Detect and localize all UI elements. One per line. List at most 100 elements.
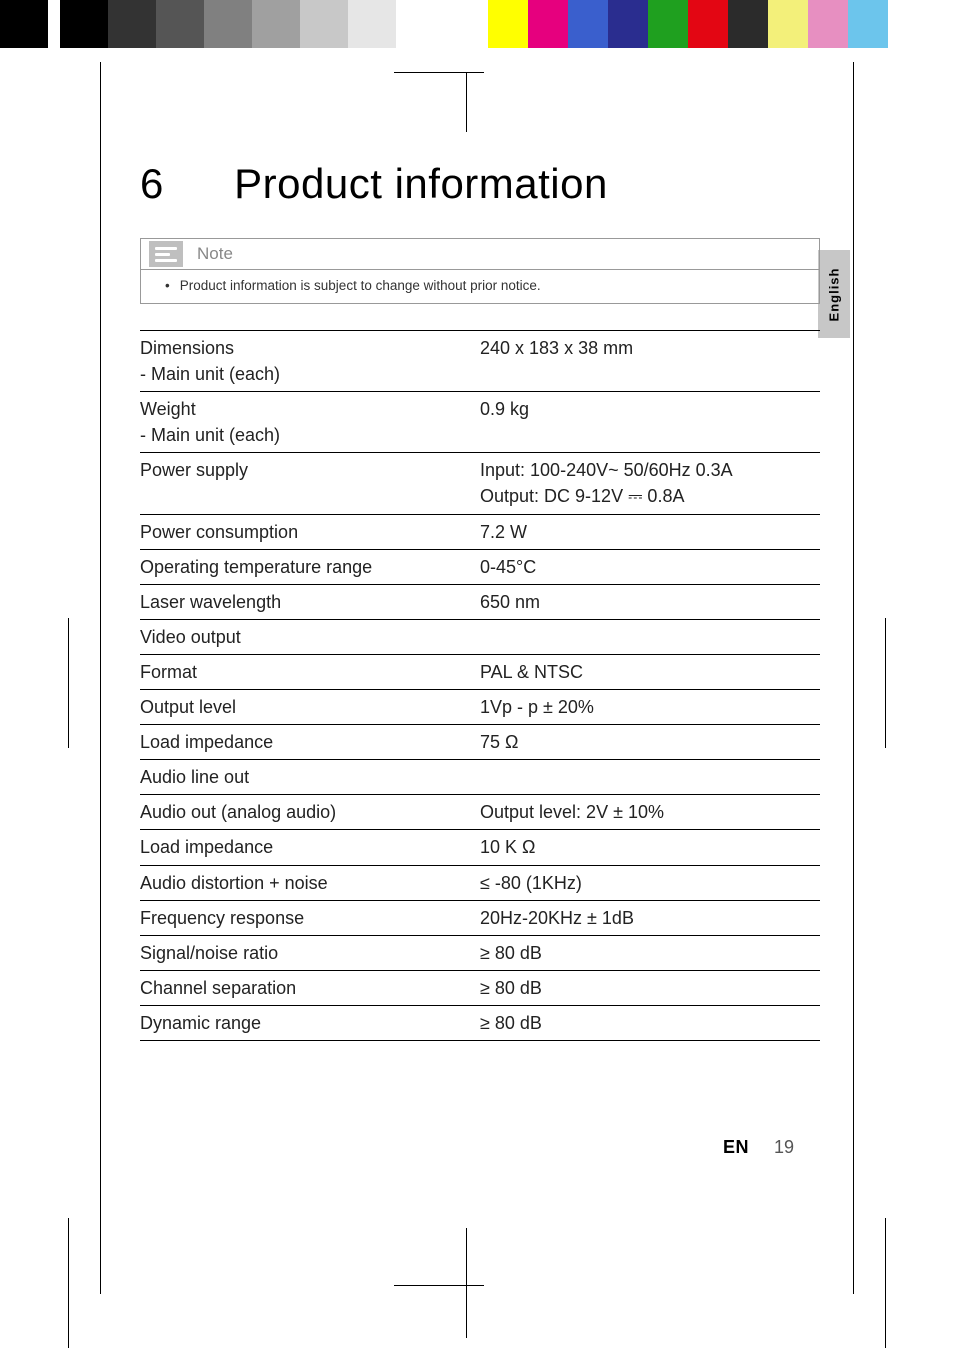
spec-value: Input: 100-240V~ 50/60Hz 0.3AOutput: DC … xyxy=(480,457,820,509)
spec-value: PAL & NTSC xyxy=(480,659,820,685)
spec-value: ≥ 80 dB xyxy=(480,975,820,1001)
crop-mark xyxy=(68,1218,69,1348)
registration-mark xyxy=(394,1285,484,1286)
printer-color-bars xyxy=(0,0,954,48)
table-row: Weight- Main unit (each)0.9 kg xyxy=(140,391,820,452)
note-icon xyxy=(149,241,183,267)
color-swatch xyxy=(0,0,48,48)
color-swatch xyxy=(568,0,608,48)
spec-value: 75 Ω xyxy=(480,729,820,755)
color-swatch xyxy=(848,0,888,48)
table-row: Frequency response20Hz-20KHz ± 1dB xyxy=(140,900,820,935)
spec-value: Output level: 2V ± 10% xyxy=(480,799,820,825)
spec-value: ≥ 80 dB xyxy=(480,940,820,966)
chapter-title: Product information xyxy=(234,160,608,207)
color-swatch xyxy=(728,0,768,48)
spec-label: Dynamic range xyxy=(140,1010,480,1036)
spec-value: 7.2 W xyxy=(480,519,820,545)
color-swatch xyxy=(488,0,528,48)
spec-label: Audio distortion + noise xyxy=(140,870,480,896)
color-swatch xyxy=(60,0,108,48)
table-row: Laser wavelength650 nm xyxy=(140,584,820,619)
note-label: Note xyxy=(197,244,233,264)
color-swatch xyxy=(648,0,688,48)
specifications-table: Dimensions- Main unit (each)240 x 183 x … xyxy=(140,330,820,1041)
table-row: Audio out (analog audio) Output level: 2… xyxy=(140,794,820,829)
table-row: Audio distortion + noise≤ -80 (1KHz) xyxy=(140,865,820,900)
color-swatch xyxy=(48,0,60,48)
color-swatch xyxy=(108,0,156,48)
table-row: Signal/noise ratio≥ 80 dB xyxy=(140,935,820,970)
spec-value: 650 nm xyxy=(480,589,820,615)
language-tab: English xyxy=(818,250,850,338)
spec-value: 240 x 183 x 38 mm xyxy=(480,335,820,361)
page-title: 6 Product information xyxy=(140,160,820,208)
spec-label: Audio out (analog audio) xyxy=(140,799,480,825)
registration-mark xyxy=(466,1228,467,1338)
color-swatch xyxy=(156,0,204,48)
color-swatch xyxy=(204,0,252,48)
table-row: FormatPAL & NTSC xyxy=(140,654,820,689)
note-header: Note xyxy=(141,239,819,269)
footer-page-number: 19 xyxy=(774,1137,794,1157)
color-swatch xyxy=(528,0,568,48)
spec-value: 10 K Ω xyxy=(480,834,820,860)
page-footer: EN 19 xyxy=(723,1137,794,1158)
spec-label: Video output xyxy=(140,624,480,650)
table-row: Dimensions- Main unit (each)240 x 183 x … xyxy=(140,330,820,391)
crop-mark xyxy=(885,618,886,748)
table-row: Power consumption7.2 W xyxy=(140,514,820,549)
note-box: Note Product information is subject to c… xyxy=(140,238,820,304)
spec-sublabel: - Main unit (each) xyxy=(140,361,472,387)
spec-label: Output level xyxy=(140,694,480,720)
spec-label: Signal/noise ratio xyxy=(140,940,480,966)
table-row: Dynamic range≥ 80 dB xyxy=(140,1005,820,1041)
color-swatch xyxy=(444,0,488,48)
table-row: Power supplyInput: 100-240V~ 50/60Hz 0.3… xyxy=(140,452,820,513)
spec-label: Power supply xyxy=(140,457,480,483)
spec-label: Laser wavelength xyxy=(140,589,480,615)
table-row: Channel separation≥ 80 dB xyxy=(140,970,820,1005)
spec-value: 20Hz-20KHz ± 1dB xyxy=(480,905,820,931)
spec-label: Power consumption xyxy=(140,519,480,545)
spec-value: 0.9 kg xyxy=(480,396,820,422)
color-swatch xyxy=(396,0,444,48)
spec-value: 0-45°C xyxy=(480,554,820,580)
table-row: Video output xyxy=(140,619,820,654)
spec-value-line2: Output: DC 9-12V ⎓ 0.8A xyxy=(480,483,820,509)
page-frame-left xyxy=(100,62,101,1294)
footer-language: EN xyxy=(723,1137,749,1157)
chapter-number: 6 xyxy=(140,160,222,208)
color-swatch xyxy=(300,0,348,48)
spec-label: Operating temperature range xyxy=(140,554,480,580)
spec-label: Audio line out xyxy=(140,764,480,790)
page-frame-right xyxy=(853,62,854,1294)
color-swatch xyxy=(888,0,914,48)
table-row: Output level1Vp - p ± 20% xyxy=(140,689,820,724)
table-row: Audio line out xyxy=(140,759,820,794)
spec-label: Load impedance xyxy=(140,729,480,755)
table-row: Operating temperature range0-45°C xyxy=(140,549,820,584)
language-tab-label: English xyxy=(827,267,842,321)
color-swatch xyxy=(808,0,848,48)
crop-mark xyxy=(885,1218,886,1348)
spec-label: Load impedance xyxy=(140,834,480,860)
table-row: Load impedance75 Ω xyxy=(140,724,820,759)
color-swatch xyxy=(348,0,396,48)
color-swatch xyxy=(252,0,300,48)
spec-label: Channel separation xyxy=(140,975,480,1001)
color-swatch xyxy=(608,0,648,48)
spec-sublabel: - Main unit (each) xyxy=(140,422,472,448)
spec-value: 1Vp - p ± 20% xyxy=(480,694,820,720)
spec-label: Format xyxy=(140,659,480,685)
spec-label: Frequency response xyxy=(140,905,480,931)
spec-label: Dimensions- Main unit (each) xyxy=(140,335,480,387)
table-row: Load impedance10 K Ω xyxy=(140,829,820,864)
spec-label: Weight- Main unit (each) xyxy=(140,396,480,448)
page-content: 6 Product information Note Product infor… xyxy=(140,160,820,1041)
registration-mark xyxy=(394,72,484,73)
spec-value: ≥ 80 dB xyxy=(480,1010,820,1036)
color-swatch xyxy=(768,0,808,48)
spec-value: ≤ -80 (1KHz) xyxy=(480,870,820,896)
note-text: Product information is subject to change… xyxy=(141,269,819,303)
